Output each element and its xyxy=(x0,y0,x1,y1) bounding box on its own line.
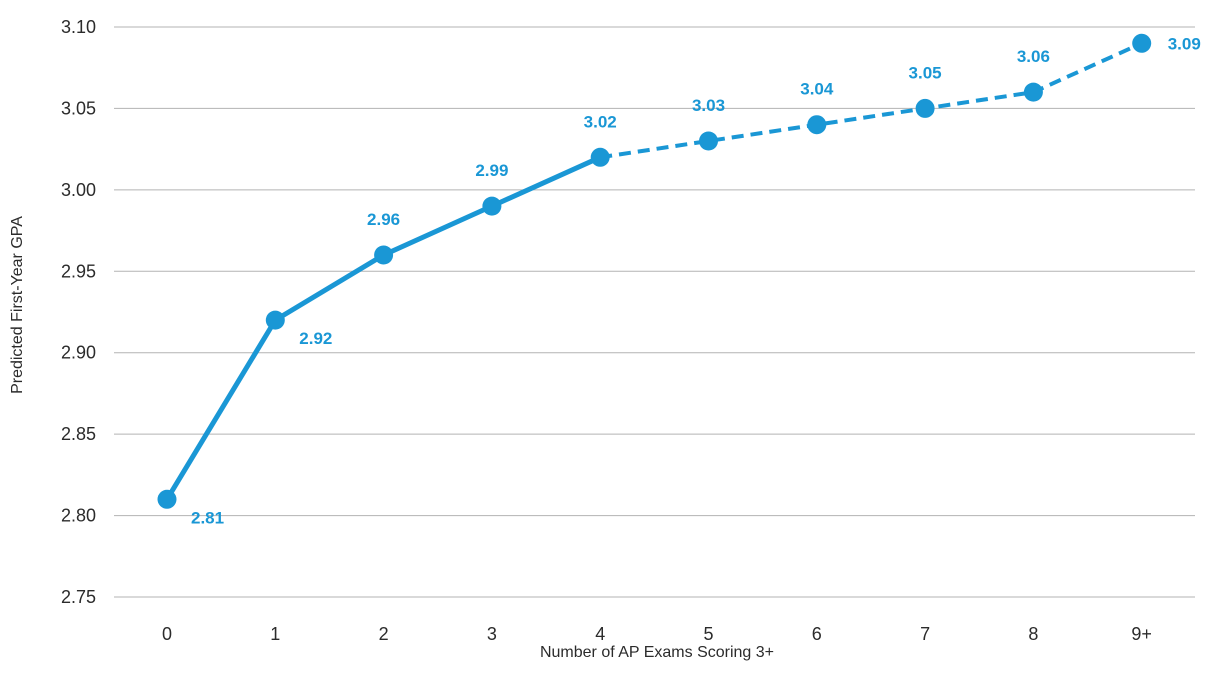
series-line-dashed xyxy=(599,41,1143,160)
data-point xyxy=(265,310,285,330)
y-tick-label: 3.05 xyxy=(61,98,96,118)
x-tick-label: 9+ xyxy=(1131,624,1152,644)
x-axis-ticks: 0 1 2 3 4 5 6 7 8 9+ xyxy=(162,624,1152,644)
data-label: 2.92 xyxy=(299,329,332,348)
data-point xyxy=(699,131,718,151)
x-tick-label: 6 xyxy=(812,624,822,644)
y-axis-label: Predicted First-Year GPA xyxy=(9,216,26,394)
x-tick-label: 7 xyxy=(920,624,930,644)
x-tick-label: 4 xyxy=(595,624,605,644)
data-point xyxy=(915,98,935,118)
y-tick-label: 2.80 xyxy=(61,506,96,526)
x-tick-label: 3 xyxy=(487,624,497,644)
y-tick-label: 2.75 xyxy=(61,587,96,607)
data-point xyxy=(807,115,827,135)
x-tick-label: 5 xyxy=(703,624,713,644)
data-point xyxy=(374,245,394,265)
y-tick-label: 3.00 xyxy=(61,180,96,200)
data-point xyxy=(157,489,177,509)
data-label: 2.99 xyxy=(475,161,508,180)
series-line-solid xyxy=(164,154,603,502)
y-tick-label: 2.85 xyxy=(61,424,96,444)
data-point xyxy=(1023,82,1043,102)
x-tick-label: 8 xyxy=(1028,624,1038,644)
data-point xyxy=(482,196,502,216)
x-tick-label: 2 xyxy=(379,624,389,644)
data-label: 3.09 xyxy=(1168,34,1201,53)
data-label: 3.06 xyxy=(1017,47,1050,66)
data-point xyxy=(1132,33,1152,53)
data-points xyxy=(157,33,1152,509)
data-label: 3.03 xyxy=(692,96,725,115)
data-label: 3.04 xyxy=(800,80,834,99)
gridlines xyxy=(114,26,1195,598)
data-label: 3.02 xyxy=(584,112,617,131)
data-point xyxy=(590,147,610,167)
data-labels: 2.81 2.92 2.96 2.99 3.02 3.03 3.04 3.05 3.06 3.09 xyxy=(191,34,1201,527)
y-tick-label: 2.90 xyxy=(61,343,96,363)
data-label: 3.05 xyxy=(909,63,942,82)
y-tick-label: 3.10 xyxy=(61,17,96,37)
data-label: 2.81 xyxy=(191,508,224,527)
y-axis-ticks: 2.75 2.80 2.85 2.90 2.95 3.00 3.05 3.10 xyxy=(61,17,96,607)
data-label: 2.96 xyxy=(367,210,400,229)
y-tick-label: 2.95 xyxy=(61,261,96,281)
x-tick-label: 1 xyxy=(270,624,280,644)
x-axis-label: Number of AP Exams Scoring 3+ xyxy=(540,644,774,661)
x-tick-label: 0 xyxy=(162,624,172,644)
